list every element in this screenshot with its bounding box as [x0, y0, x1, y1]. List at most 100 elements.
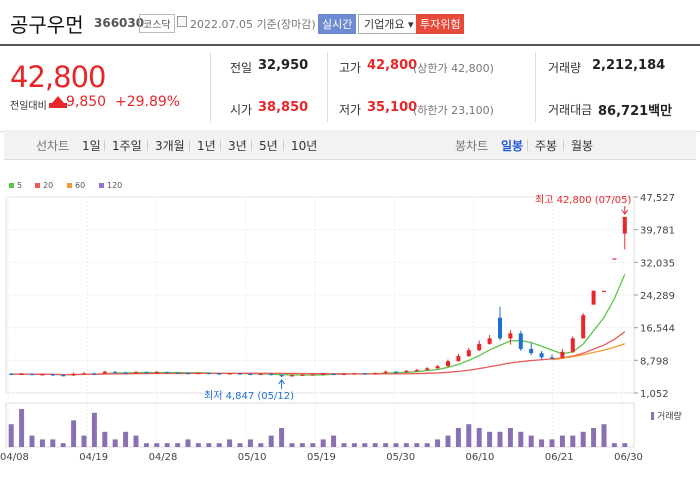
price-change: 9,850 [66, 94, 107, 110]
tab-period-3y[interactable]: 3년 [228, 139, 247, 153]
candle [50, 374, 55, 376]
volume-bar [539, 439, 545, 447]
candle [123, 372, 128, 374]
volume-bar [237, 443, 243, 447]
candle [165, 372, 170, 374]
min-arrowhead-icon [278, 379, 285, 385]
open-value: 38,850 [258, 100, 309, 115]
chart-tab-bar [4, 130, 696, 160]
candle [352, 373, 357, 375]
x-tick-label: 06/21 [545, 452, 574, 463]
candle [30, 373, 34, 376]
summary-divider [210, 52, 211, 122]
amount-value: 86,721백만 [598, 104, 673, 119]
volume-bar [497, 431, 503, 447]
x-tick-label: 06/10 [466, 452, 495, 463]
candle [362, 373, 367, 375]
tab-divider [104, 140, 105, 151]
volume-bar [29, 435, 35, 447]
tab-divider [147, 140, 148, 151]
volume-bar [216, 443, 222, 447]
candle [560, 351, 565, 358]
volume-bar [164, 443, 170, 447]
volume-bar [518, 431, 524, 447]
y-tick-label: 24,289 [640, 291, 675, 302]
tab-period-1y[interactable]: 1년 [197, 139, 216, 153]
candle [269, 373, 274, 376]
volume-legend-swatch [651, 412, 654, 420]
candle [518, 333, 523, 349]
candle [217, 373, 222, 375]
realtime-button[interactable]: 실시간 [318, 14, 357, 34]
low-value: 35,100 [367, 100, 418, 115]
tab-period-1w[interactable]: 1주일 [112, 139, 142, 153]
tab-period-5y[interactable]: 5년 [259, 139, 278, 153]
volume-bar [60, 443, 66, 447]
legend-ma120-swatch [99, 183, 104, 188]
candle [466, 350, 471, 357]
volume-bar [476, 428, 482, 447]
candle [300, 374, 305, 376]
candle [539, 353, 544, 358]
volume-bar [227, 439, 233, 447]
volume-bar [455, 428, 461, 447]
volume-bar [206, 443, 212, 447]
candle [186, 372, 190, 375]
calendar-icon [177, 16, 187, 27]
candle-chart-label: 봉차트 [455, 139, 489, 153]
tab-candle-daily[interactable]: 일봉 [501, 139, 524, 153]
prev-close-label: 전일 [230, 61, 253, 75]
x-tick-label: 05/19 [307, 452, 336, 463]
legend-ma60: 60 [75, 181, 86, 190]
summary-divider [327, 52, 328, 122]
candle [373, 372, 378, 375]
volume-bar [445, 435, 451, 447]
volume-bar [383, 443, 389, 447]
volume-bar [341, 443, 347, 447]
stock-code: 366030 [94, 16, 145, 30]
volume-bar [102, 431, 108, 447]
volume-value: 2,212,184 [592, 58, 666, 73]
volume-bar [570, 435, 576, 447]
volume-frame [5, 402, 635, 448]
min-price-annotation: 최저 4,847 (05/12) [204, 390, 294, 402]
volume-bar [19, 409, 25, 447]
legend-ma20-swatch [35, 183, 40, 188]
amount-label: 거래대금 [548, 103, 593, 117]
candle [92, 373, 97, 375]
candle [342, 373, 346, 376]
candle [227, 373, 232, 375]
volume-bar [424, 443, 430, 447]
candle [196, 372, 201, 375]
change-label: 전일대비 [10, 101, 47, 112]
volume-bar [591, 428, 597, 447]
tab-period-3m[interactable]: 3개월 [155, 139, 185, 153]
candle [550, 357, 554, 359]
legend-ma120: 120 [107, 181, 123, 190]
volume-bar [362, 443, 368, 447]
ma60-line [551, 343, 626, 361]
volume-bar [487, 431, 493, 447]
volume-bar [507, 428, 513, 447]
high-label: 고가 [339, 61, 362, 75]
volume-bar [39, 439, 45, 447]
tab-candle-monthly[interactable]: 월봉 [571, 139, 594, 153]
tab-period-10y[interactable]: 10년 [291, 139, 318, 153]
tab-candle-weekly[interactable]: 주봉 [535, 139, 558, 153]
tab-divider [189, 140, 190, 151]
tab-period-1d[interactable]: 1일 [82, 139, 101, 153]
open-label: 시가 [230, 103, 253, 117]
candle [498, 317, 502, 339]
volume-bar [466, 424, 472, 447]
lower-limit-value: (하한가 23,100) [413, 104, 494, 117]
candle [154, 372, 159, 374]
volume-bar [310, 443, 316, 447]
volume-bar [91, 412, 97, 447]
investment-risk-badge[interactable]: 투자위험 [416, 14, 465, 34]
volume-bar [528, 435, 534, 447]
volume-bar [414, 443, 420, 447]
candle [102, 371, 107, 374]
volume-bar [611, 443, 617, 447]
candle [508, 333, 513, 339]
